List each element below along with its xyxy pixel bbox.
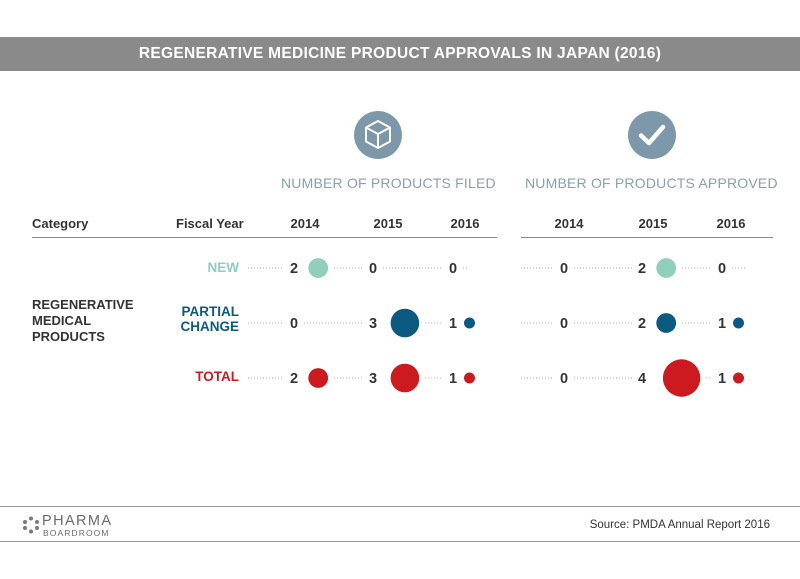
partial_change-approved-value-2015: 2	[638, 316, 646, 332]
partial_change-filed-value-2015: 3	[369, 316, 377, 332]
partial_change-approved-value-2016: 1	[718, 316, 726, 332]
approved-year-2016: 2016	[716, 216, 746, 231]
source-note: Source: PMDA Annual Report 2016	[589, 519, 770, 531]
new-approved-value-2016: 0	[718, 261, 726, 277]
total-filed-value-2015: 3	[369, 371, 377, 387]
partial_change-filed-bubble-2015	[390, 308, 420, 338]
total-approved-value-2015: 4	[638, 371, 646, 387]
partial_change-filed-bubble-2016	[464, 317, 475, 329]
logo-mark-icon	[23, 516, 39, 534]
new-approved-value-2014: 0	[560, 261, 568, 277]
total-approved-bubble-2015	[662, 359, 701, 397]
new-filed-value-2016: 0	[449, 261, 457, 277]
approved-year-2014: 2014	[554, 216, 584, 231]
filed-header-rule	[32, 237, 497, 238]
total-filed-bubble-2015	[390, 363, 420, 393]
partial_change-filed-value-2016: 1	[449, 316, 457, 332]
new-approved-value-2015: 2	[638, 261, 646, 277]
filed-year-2015: 2015	[373, 216, 403, 231]
category-column-header: Category	[32, 216, 89, 231]
partial_change-approved-bubble-2016	[733, 317, 744, 329]
total-approved-value-2016: 1	[718, 371, 726, 387]
footer-bottom-rule	[0, 541, 800, 542]
chart-title: REGENERATIVE MEDICINE PRODUCT APPROVALS …	[138, 45, 662, 62]
title-bar: REGENERATIVE MEDICINE PRODUCT APPROVALS …	[0, 37, 800, 71]
row-label-partial-change: PARTIAL CHANGE	[180, 304, 239, 334]
logo-line1: PHARMA	[42, 513, 113, 529]
category-label: REGENERATIVE MEDICAL PRODUCTS	[32, 297, 134, 344]
approved-header-rule	[521, 237, 773, 238]
approved-year-2015: 2015	[638, 216, 668, 231]
total-approved-value-2014: 0	[560, 371, 568, 387]
new-filed-value-2014: 2	[290, 261, 298, 277]
filed-header: NUMBER OF PRODUCTS FILED	[281, 175, 496, 191]
new-approved-bubble-2015	[656, 258, 677, 278]
logo-line2: BOARDROOM	[43, 528, 110, 538]
new-filed-bubble-2014	[308, 258, 329, 278]
partial_change-approved-bubble-2015	[656, 313, 677, 333]
filed-year-2014: 2014	[290, 216, 320, 231]
total-filed-value-2016: 1	[449, 371, 457, 387]
filed-year-2016: 2016	[450, 216, 480, 231]
pharmaboardroom-logo: PHARMA BOARDROOM	[22, 513, 111, 539]
approved-header: NUMBER OF PRODUCTS APPROVED	[525, 175, 778, 191]
partial_change-filed-value-2014: 0	[290, 316, 298, 332]
footer-top-rule	[0, 506, 800, 507]
row-label-total: TOTAL	[195, 369, 239, 384]
total-filed-bubble-2016	[464, 372, 475, 384]
checkmark-icon	[628, 111, 676, 159]
row-label-new: NEW	[207, 260, 240, 275]
fiscal-year-column-header: Fiscal Year	[176, 216, 244, 231]
total-filed-value-2014: 2	[290, 371, 298, 387]
partial_change-approved-value-2014: 0	[560, 316, 568, 332]
total-filed-bubble-2014	[308, 368, 329, 388]
new-filed-value-2015: 0	[369, 261, 377, 277]
box-icon	[354, 111, 402, 159]
total-approved-bubble-2016	[733, 372, 744, 384]
